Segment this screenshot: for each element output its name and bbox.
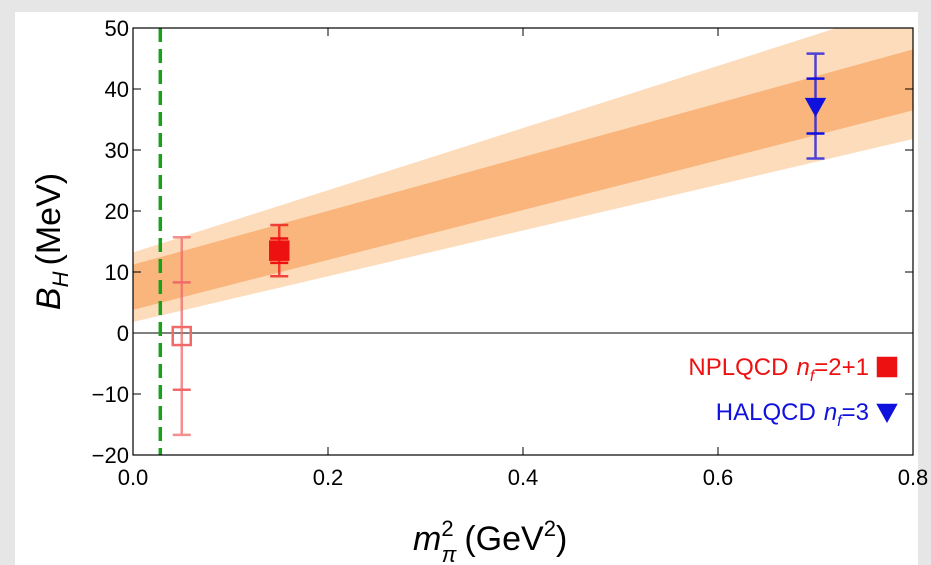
x-tick-label: 0.0 bbox=[118, 465, 149, 490]
y-label-main: B bbox=[30, 287, 68, 310]
x-label-unit-close: ) bbox=[556, 520, 567, 558]
x-tick-label: 0.2 bbox=[313, 465, 344, 490]
legend-label: HALQCD nf=3 bbox=[716, 399, 869, 430]
x-label-sup: 2 bbox=[441, 516, 453, 541]
y-tick-label: 30 bbox=[105, 138, 129, 163]
legend-name: HALQCD bbox=[716, 399, 816, 426]
legend-value: =2+1 bbox=[814, 354, 869, 381]
x-tick-label: 0.8 bbox=[898, 465, 929, 490]
x-tick-label: 0.4 bbox=[508, 465, 539, 490]
x-label-unit: (GeV bbox=[464, 520, 544, 558]
y-tick-label: 20 bbox=[105, 199, 129, 224]
legend-sub: f bbox=[810, 368, 816, 385]
legend-var: n bbox=[796, 354, 809, 381]
error-bar bbox=[172, 281, 191, 391]
x-label-main: m bbox=[413, 520, 441, 558]
legend-var: n bbox=[824, 399, 837, 426]
y-tick-label: 40 bbox=[105, 77, 129, 102]
legend-label: NPLQCD nf=2+1 bbox=[688, 354, 869, 385]
data-point bbox=[804, 97, 827, 118]
x-axis-label: m2 π (GeV2) bbox=[413, 516, 567, 565]
error-bar bbox=[806, 77, 825, 135]
x-label-unit-sup: 2 bbox=[544, 516, 556, 541]
confidence-band bbox=[133, 49, 913, 310]
legend-value: =3 bbox=[842, 399, 869, 426]
error-bar bbox=[270, 237, 289, 265]
y-tick-label: 10 bbox=[105, 260, 129, 285]
y-label-unit: (MeV) bbox=[30, 173, 68, 266]
x-tick-label: 0.6 bbox=[703, 465, 734, 490]
plot: 0.0 0.2 0.4 0.6 0.8 −20 −10 0 10 20 30 40 50 BH (MeV) m… bbox=[30, 16, 928, 565]
legend-name: NPLQCD bbox=[688, 354, 788, 381]
data-point bbox=[171, 325, 192, 347]
data-point bbox=[269, 240, 290, 261]
legend-sub: f bbox=[837, 413, 843, 430]
bands bbox=[133, 28, 913, 323]
y-tick-label: 50 bbox=[105, 16, 129, 41]
legend-marker bbox=[876, 403, 898, 424]
y-tick-label: −10 bbox=[92, 382, 129, 407]
y-tick-label: 0 bbox=[117, 321, 129, 346]
y-axis-label: BH (MeV) bbox=[30, 173, 73, 310]
legend-marker bbox=[876, 356, 898, 378]
error-bar bbox=[172, 235, 191, 437]
x-label-sub: π bbox=[442, 542, 458, 565]
y-label-sub: H bbox=[48, 271, 73, 287]
y-tick-label: −20 bbox=[92, 443, 129, 468]
